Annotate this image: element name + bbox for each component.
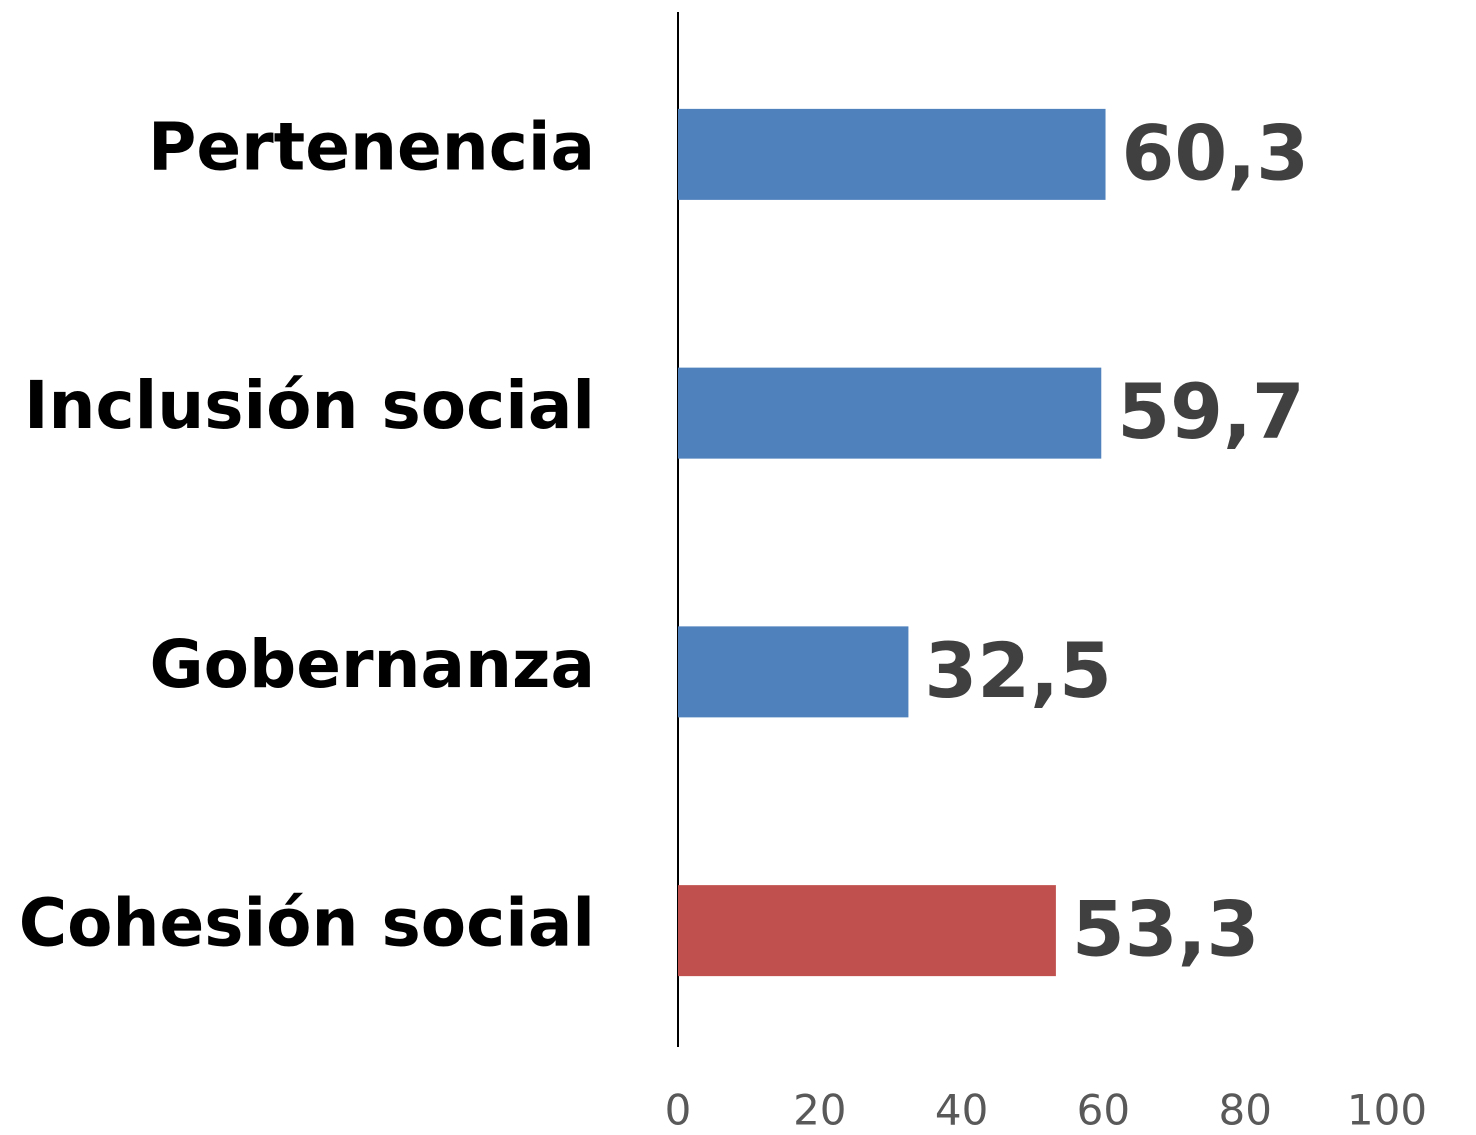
- x-tick-label: 60: [1077, 1086, 1130, 1135]
- y-tick-label: Inclusión social: [24, 367, 595, 444]
- x-tick-label: 80: [1218, 1086, 1271, 1135]
- bar: [678, 108, 1106, 200]
- x-tick-label: 100: [1347, 1086, 1427, 1135]
- data-label: 53,3: [1072, 885, 1260, 974]
- bar: [678, 885, 1056, 977]
- x-tick-label: 20: [793, 1086, 846, 1135]
- data-label: 60,3: [1122, 108, 1310, 197]
- x-tick-label: 40: [935, 1086, 988, 1135]
- bar: [678, 626, 909, 718]
- y-tick-label: Cohesión social: [19, 885, 595, 962]
- y-tick-label: Gobernanza: [149, 626, 595, 703]
- data-label: 32,5: [924, 626, 1112, 715]
- y-tick-label: Pertenencia: [148, 108, 595, 185]
- x-tick-label: 0: [665, 1086, 692, 1135]
- data-label: 59,7: [1117, 367, 1305, 456]
- bar: [678, 367, 1102, 459]
